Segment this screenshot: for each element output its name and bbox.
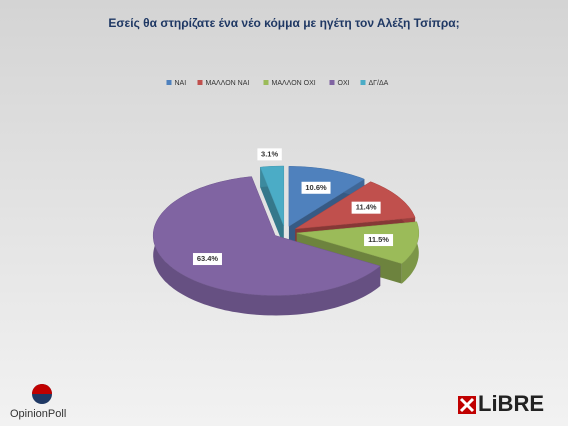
slice-cut [260,167,284,246]
slice-top [259,165,285,227]
data-label: 10.6% [305,183,327,192]
legend-swatch [263,80,269,85]
data-label-box [351,201,381,214]
data-label: 11.4% [356,203,377,212]
slice [259,165,285,246]
legend-swatch [166,80,172,85]
logo-text: OpinionPoll [10,408,66,420]
slice-top [288,166,365,227]
legend-swatch [197,80,203,85]
data-label: 11.5% [368,235,389,244]
libre-logo: LiBRE [458,391,544,416]
chart-title: Εσείς θα στηρίζατε ένα νέο κόμμα με ηγέτ… [108,16,459,30]
data-label-box [257,148,282,161]
legend-swatch [329,80,335,85]
data-label: 3.1% [261,149,278,158]
legend-label: ΝΑΙ [175,80,187,87]
legend-label: ΔΓ/ΔΑ [369,80,389,87]
slice-side [401,221,419,284]
legend-label: ΜΑΛΛΟΝ ΝΑΙ [206,80,250,87]
legend-label: ΟΧΙ [338,80,350,87]
opinionpoll-logo: OpinionPoll [10,384,66,420]
data-label-box [364,234,394,247]
data-label-box [301,181,331,194]
logo-text: LiBRE [478,391,544,416]
slice [152,176,381,316]
legend-swatch [360,80,366,85]
slice-top [152,176,381,296]
data-label-box [192,253,222,266]
data-label: 63.4% [197,254,219,263]
legend-label: ΜΑΛΛΟΝ ΟΧΙ [272,80,316,87]
slice-top [296,221,420,264]
